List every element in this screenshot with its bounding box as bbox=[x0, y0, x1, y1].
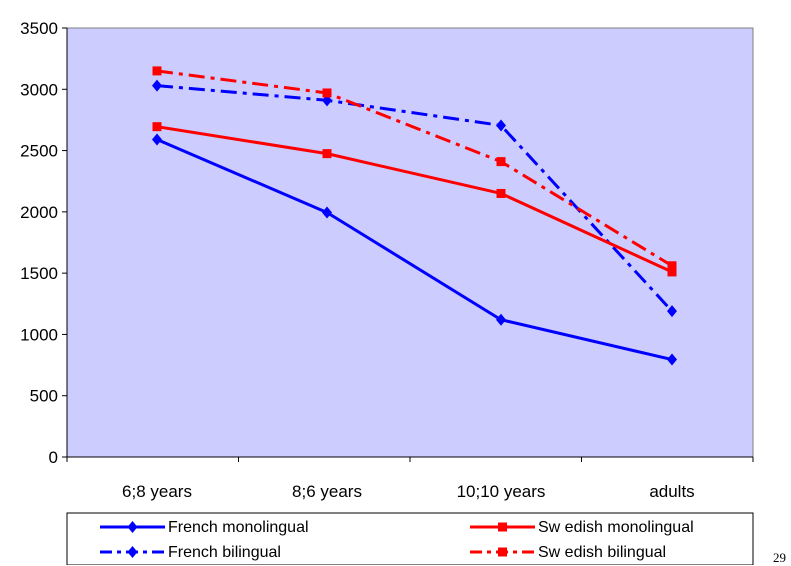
data-point bbox=[152, 66, 162, 76]
legend-label: French monolingual bbox=[168, 519, 309, 536]
data-point bbox=[667, 305, 677, 318]
data-point bbox=[322, 206, 332, 219]
data-point bbox=[496, 188, 506, 198]
data-point bbox=[152, 79, 162, 92]
y-tick-label: 2500 bbox=[20, 142, 58, 161]
data-point bbox=[152, 133, 162, 146]
series-2 bbox=[152, 122, 677, 277]
x-tick-label: adults bbox=[649, 482, 694, 501]
data-point bbox=[322, 149, 332, 159]
series-3 bbox=[152, 66, 677, 271]
data-point bbox=[667, 267, 677, 277]
y-tick-label: 0 bbox=[49, 448, 58, 467]
legend-box bbox=[66, 512, 754, 565]
series-0 bbox=[152, 133, 677, 366]
y-tick-label: 1500 bbox=[20, 264, 58, 283]
data-point bbox=[496, 119, 506, 132]
legend-marker bbox=[127, 521, 138, 533]
y-tick-label: 3000 bbox=[20, 80, 58, 99]
legend-item: Sw edish bilingual bbox=[470, 544, 666, 561]
series-1 bbox=[152, 79, 677, 318]
legend-item: Sw edish monolingual bbox=[470, 519, 694, 536]
legend-item: French bilingual bbox=[100, 544, 281, 561]
y-tick-label: 2000 bbox=[20, 203, 58, 222]
x-tick-label: 6;8 years bbox=[122, 482, 192, 501]
y-tick-label: 500 bbox=[30, 387, 58, 406]
legend-marker bbox=[127, 546, 138, 558]
y-axis: 0 500 1000 1500 2000 2500 3000 3500 bbox=[20, 19, 68, 467]
series-lines bbox=[152, 66, 677, 366]
legend: French monolingual French bilingual Sw edi… bbox=[66, 512, 754, 565]
x-tick-label: 8;6 years bbox=[292, 482, 362, 501]
data-point bbox=[667, 261, 677, 271]
legend-item: French monolingual bbox=[100, 519, 309, 536]
y-tick-label: 1000 bbox=[20, 325, 58, 344]
data-point bbox=[152, 122, 162, 132]
data-point bbox=[496, 157, 506, 167]
x-tick-label: 10;10 years bbox=[457, 482, 546, 501]
data-point bbox=[496, 313, 506, 326]
legend-label: Sw edish bilingual bbox=[538, 544, 666, 561]
series-line bbox=[156, 125, 673, 274]
x-axis: 6;8 years 8;6 years 10;10 years adults bbox=[66, 456, 754, 501]
legend-marker bbox=[498, 547, 507, 557]
legend-label: French bilingual bbox=[168, 544, 281, 561]
y-tick-label: 3500 bbox=[20, 19, 58, 38]
legend-marker bbox=[498, 522, 507, 532]
series-line bbox=[156, 69, 673, 268]
data-point bbox=[667, 353, 677, 366]
page-number: 29 bbox=[773, 550, 786, 565]
series-line bbox=[156, 84, 674, 313]
series-line bbox=[156, 138, 673, 362]
data-point bbox=[322, 88, 332, 98]
plot-area bbox=[66, 27, 754, 458]
legend-label: Sw edish monolingual bbox=[538, 519, 694, 536]
